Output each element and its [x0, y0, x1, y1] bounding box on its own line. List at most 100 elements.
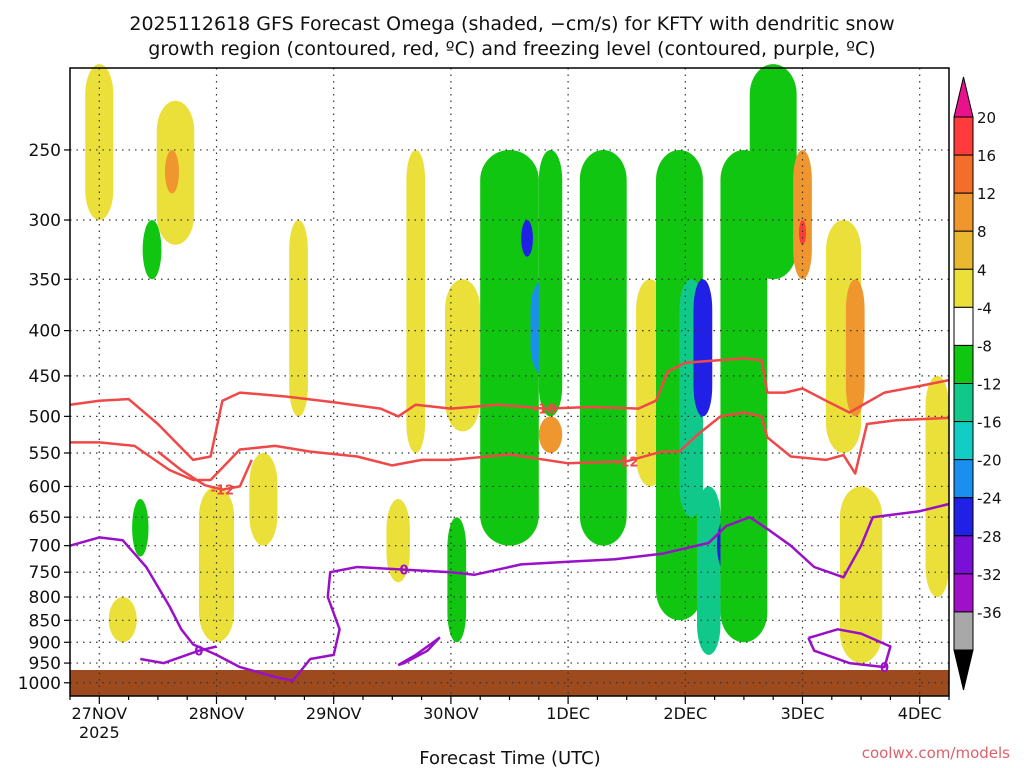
pressure-tick-label: 950: [29, 654, 61, 674]
colorbar-swatch: [953, 421, 974, 461]
omega-shaded-area: [697, 486, 721, 655]
colorbar-label: 8: [977, 223, 987, 241]
freezing-level-contour-label: 0: [399, 564, 408, 579]
freezing-level-contour-label: 0: [880, 661, 889, 676]
omega-shaded-area: [845, 279, 865, 417]
omega-shaded-area: [749, 64, 797, 280]
colorbar-swatch: [953, 230, 974, 270]
colorbar-label: 12: [977, 185, 996, 203]
dendritic-contour-label: -12: [615, 455, 639, 470]
colorbar-label: -32: [977, 566, 1002, 584]
colorbar-top-arrow: [953, 76, 974, 118]
time-tick-label: 29NOV: [306, 704, 362, 723]
freezing-level-contour-label: 0: [194, 645, 203, 660]
freezing-level-contour: [69, 502, 950, 683]
pressure-tick-label: 800: [29, 588, 61, 608]
pressure-tick-label: 250: [29, 141, 61, 161]
freezing-level-contour: [807, 628, 892, 669]
omega-shading: [85, 64, 949, 664]
colorbar-swatch: [953, 573, 974, 613]
omega-shaded-area: [108, 597, 137, 643]
pressure-tick-label: 900: [29, 633, 61, 653]
pressure-tick-label: 850: [29, 611, 61, 631]
colorbar-swatch: [953, 535, 974, 575]
colorbar-label: -12: [977, 376, 1002, 394]
omega-shaded-area: [132, 499, 149, 557]
chart-title-line1: 2025112618 GFS Forecast Omega (shaded, −…: [129, 13, 894, 35]
omega-shaded-area: [447, 517, 467, 643]
colorbar-swatch: [953, 497, 974, 537]
pressure-tick-label: 450: [29, 367, 61, 387]
colorbar-label: -8: [977, 337, 992, 355]
colorbar-swatch: [953, 344, 974, 384]
colorbar-bottom-arrow: [953, 649, 974, 691]
x-axis-title: Forecast Time (UTC): [419, 748, 600, 768]
pressure-tick-label: 550: [29, 444, 61, 464]
omega-shaded-area: [521, 220, 533, 257]
pressure-tick-label: 600: [29, 477, 61, 497]
omega-shaded-area: [925, 375, 949, 598]
time-tick-label: 4DEC: [898, 704, 942, 723]
gridlines: [70, 68, 949, 696]
time-tick-label: 27NOV: [72, 704, 128, 723]
omega-shaded-area: [406, 149, 426, 453]
pressure-tick-label: 650: [29, 508, 61, 528]
contour-lines: -18 -12 -12 0 0 0: [69, 357, 950, 683]
omega-shaded-area: [840, 486, 883, 664]
colorbar-label: 16: [977, 147, 996, 165]
omega-shaded-area: [85, 64, 114, 221]
pressure-tick-label: 750: [29, 563, 61, 583]
dendritic-contour-label: -18: [533, 403, 557, 418]
omega-shaded-area: [480, 149, 539, 546]
omega-shaded-area: [249, 452, 278, 546]
credit-text: coolwx.com/models: [862, 744, 1010, 762]
omega-shaded-area: [579, 149, 627, 546]
omega-shaded-area: [720, 149, 768, 643]
colorbar-swatch: [953, 383, 974, 423]
freezing-level-contour: [140, 645, 217, 665]
colorbar-label: -36: [977, 604, 1002, 622]
dendritic-contour-label: -12: [211, 484, 235, 499]
pressure-tick-label: 500: [29, 407, 61, 427]
dendritic-contour: [70, 411, 950, 482]
colorbar-label: 20: [977, 109, 996, 127]
time-tick-label: 1DEC: [546, 704, 590, 723]
colorbar-swatch: [953, 268, 974, 308]
colorbar-swatch: [953, 306, 974, 346]
colorbar-label: -16: [977, 414, 1002, 432]
omega-shaded-area: [445, 279, 481, 432]
colorbar-label: -20: [977, 452, 1002, 470]
omega-shaded-area: [693, 279, 713, 417]
dendritic-contour: [157, 450, 253, 491]
pressure-tick-label: 400: [29, 322, 61, 342]
colorbar-swatch: [953, 116, 974, 156]
freezing-level-contour: [397, 636, 441, 667]
colorbar-swatch: [953, 192, 974, 232]
pressure-tick-label: 1000: [18, 674, 61, 694]
pressure-axis: 2503003504004505005506006507007508008509…: [18, 141, 70, 694]
omega-shaded-area: [289, 220, 308, 417]
omega-shaded-area: [386, 499, 410, 583]
ground-surface: [70, 670, 949, 696]
chart-title-line2: growth region (contoured, red, ºC) and f…: [148, 38, 875, 60]
dendritic-contour: [69, 357, 950, 462]
colorbar-label: -24: [977, 490, 1002, 508]
colorbar-swatch: [953, 459, 974, 499]
pressure-tick-label: 700: [29, 537, 61, 557]
time-tick-sublabel: 2025: [79, 723, 120, 742]
colorbar-label: -4: [977, 299, 992, 317]
omega-shaded-area: [538, 416, 563, 453]
omega-shaded-area: [538, 149, 563, 417]
time-tick-label: 30NOV: [423, 704, 479, 723]
pressure-tick-label: 300: [29, 211, 61, 231]
time-tick-label: 3DEC: [781, 704, 825, 723]
colorbar-swatch: [953, 154, 974, 194]
omega-shaded-area: [793, 149, 812, 280]
time-tick-label: 28NOV: [189, 704, 245, 723]
colorbar: 20 16 12 8 4 -4 -8 -12 -16 -20 -24 -28 -32 -36: [953, 76, 1002, 691]
time-tick-label: 2DEC: [663, 704, 707, 723]
colorbar-label: 4: [977, 261, 987, 279]
omega-shaded-area: [164, 149, 179, 194]
